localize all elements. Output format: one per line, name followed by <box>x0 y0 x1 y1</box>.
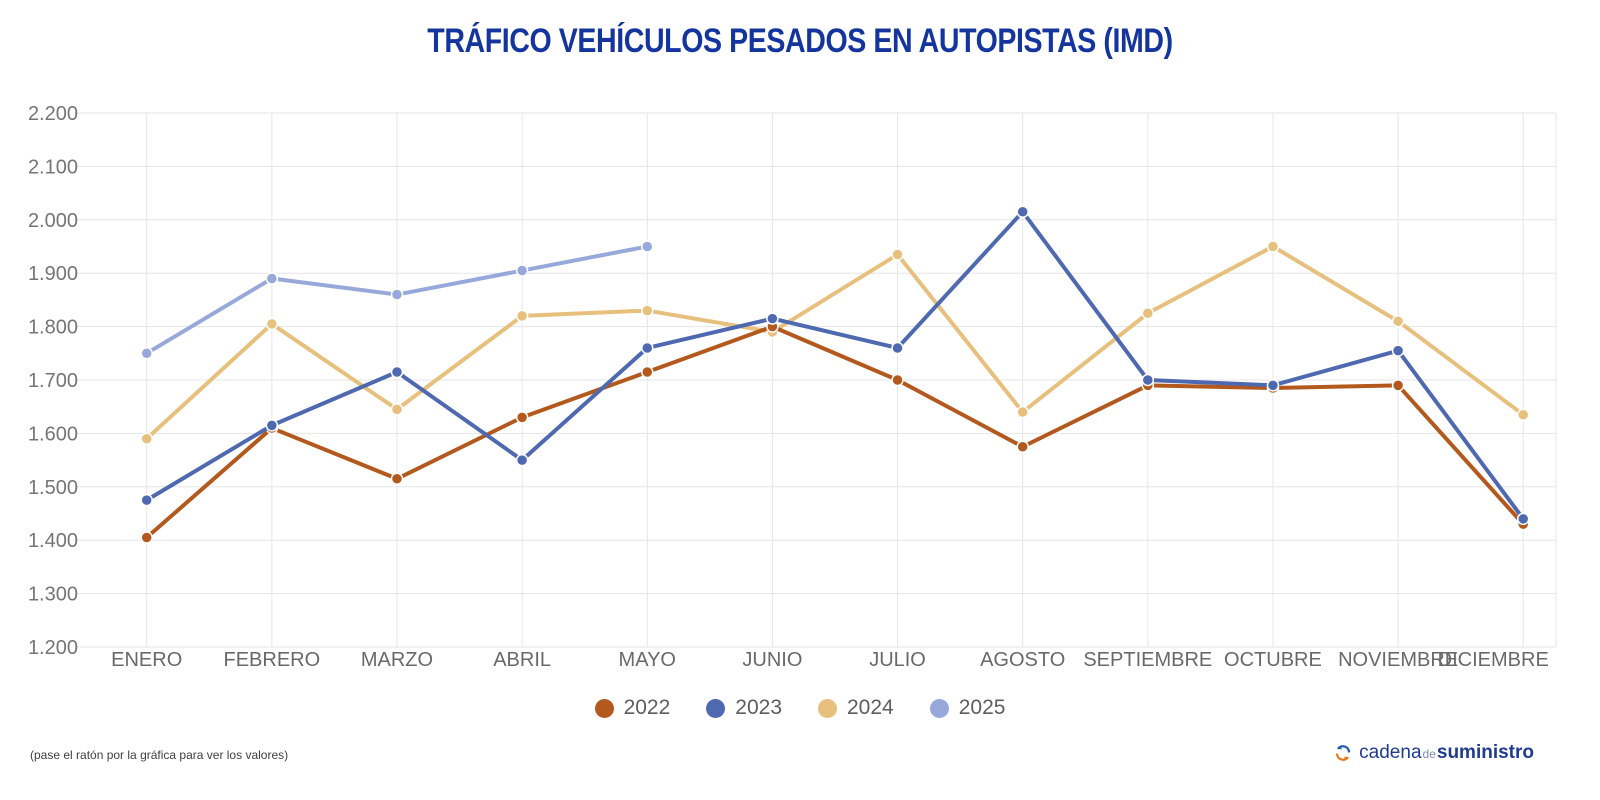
x-axis-label: DICIEMBRE <box>1438 649 1549 671</box>
legend-item-2022[interactable]: 2022 <box>594 696 671 720</box>
legend-dot-2025 <box>929 698 949 718</box>
data-point-2024[interactable] <box>1391 315 1405 328</box>
data-point-2022[interactable] <box>140 531 153 544</box>
series-line-2023[interactable] <box>144 209 1526 521</box>
series-line-2022[interactable] <box>144 324 1526 540</box>
data-point-2023[interactable] <box>1391 344 1405 357</box>
x-axis-label: ABRIL <box>493 649 551 671</box>
data-point-2025[interactable] <box>641 240 654 253</box>
data-point-2024[interactable] <box>390 403 404 416</box>
cadena-de-suministro-logo[interactable]: cadena de suministro <box>1334 742 1534 764</box>
data-point-2023[interactable] <box>1266 379 1280 392</box>
y-axis-label: 2.100 <box>28 156 78 178</box>
chart-title: TRÁFICO VEHÍCULOS PESADOS EN AUTOPISTAS … <box>427 22 1173 60</box>
series-line-2024[interactable] <box>144 244 1526 441</box>
data-point-2023[interactable] <box>515 453 529 467</box>
x-axis-label: FEBRERO <box>223 649 320 671</box>
y-axis-label: 1.500 <box>28 477 78 499</box>
legend-label-2023: 2023 <box>735 696 782 719</box>
y-axis-label: 1.800 <box>28 317 78 339</box>
y-axis-label: 2.200 <box>28 103 78 125</box>
x-axis-label: AGOSTO <box>980 649 1065 671</box>
data-point-2024[interactable] <box>1516 408 1530 421</box>
legend-dot-2023 <box>706 698 726 718</box>
logo-text-cadena: cadena <box>1359 742 1422 763</box>
legend-label-2022: 2022 <box>623 696 671 719</box>
data-point-2024[interactable] <box>1141 307 1155 320</box>
y-axis-label: 1.200 <box>28 637 78 659</box>
hover-hint-text: (pase el ratón por la gráfica para ver l… <box>30 748 289 762</box>
legend-dot-2024 <box>818 698 837 718</box>
line-chart[interactable]: 2.200 2.100 2.000 1.900 1.800 1.700 1.600 1.500… <box>0 0 1600 682</box>
data-point-2024[interactable] <box>265 317 279 331</box>
data-point-2022[interactable] <box>1016 440 1029 453</box>
legend-item-2025[interactable]: 2025 <box>929 696 1006 720</box>
data-point-2025[interactable] <box>265 272 279 285</box>
y-axis-label: 2.000 <box>28 210 78 232</box>
data-point-2022[interactable] <box>515 411 529 424</box>
legend-dot-2022 <box>594 698 614 718</box>
data-point-2023[interactable] <box>1141 373 1155 387</box>
data-point-2023[interactable] <box>891 341 904 355</box>
data-point-2024[interactable] <box>1266 240 1280 253</box>
x-axis-label: NOVIEMBRE <box>1338 649 1458 671</box>
y-axis-label: 1.700 <box>28 370 78 392</box>
data-point-2023[interactable] <box>140 493 153 507</box>
data-point-2022[interactable] <box>1391 379 1405 392</box>
x-axis-label: JUNIO <box>742 649 802 671</box>
data-point-2025[interactable] <box>515 264 529 277</box>
data-point-2023[interactable] <box>766 312 779 325</box>
data-point-2024[interactable] <box>1016 405 1029 419</box>
logo-text-suministro: suministro <box>1436 742 1534 763</box>
y-axis-label: 1.900 <box>28 263 78 285</box>
x-axis-label: MARZO <box>361 649 433 671</box>
y-axis-label: 1.600 <box>28 423 78 445</box>
legend-label-2025: 2025 <box>958 696 1006 719</box>
data-point-2022[interactable] <box>891 373 904 387</box>
y-axis-label: 1.300 <box>28 584 78 606</box>
logo-text-de: de <box>1422 747 1436 761</box>
data-point-2023[interactable] <box>641 341 654 355</box>
data-point-2024[interactable] <box>515 309 529 323</box>
x-axis-label: OCTUBRE <box>1224 649 1322 671</box>
data-point-2024[interactable] <box>891 248 904 261</box>
circular-arrows-icon <box>1336 745 1351 761</box>
legend-label-2024: 2024 <box>847 696 894 719</box>
data-point-2024[interactable] <box>140 432 153 445</box>
data-point-2025[interactable] <box>390 288 404 301</box>
data-point-2025[interactable] <box>140 347 153 360</box>
data-point-2023[interactable] <box>1016 205 1029 219</box>
data-point-2023[interactable] <box>1516 512 1530 526</box>
x-axis-label: ENERO <box>111 649 182 671</box>
x-axis-label: JULIO <box>869 649 926 671</box>
legend-item-2024[interactable]: 2024 <box>818 696 894 720</box>
data-point-2024[interactable] <box>641 304 654 317</box>
data-point-2022[interactable] <box>390 472 404 486</box>
y-axis-label: 1.400 <box>28 530 78 552</box>
data-point-2023[interactable] <box>265 419 279 432</box>
data-point-2023[interactable] <box>390 365 404 379</box>
x-axis-label: SEPTIEMBRE <box>1083 649 1212 671</box>
data-point-2022[interactable] <box>641 365 654 379</box>
chart-legend: 2022 2023 2024 2025 <box>0 693 1600 723</box>
legend-item-2023[interactable]: 2023 <box>706 696 782 720</box>
x-axis-label: MAYO <box>619 649 676 671</box>
